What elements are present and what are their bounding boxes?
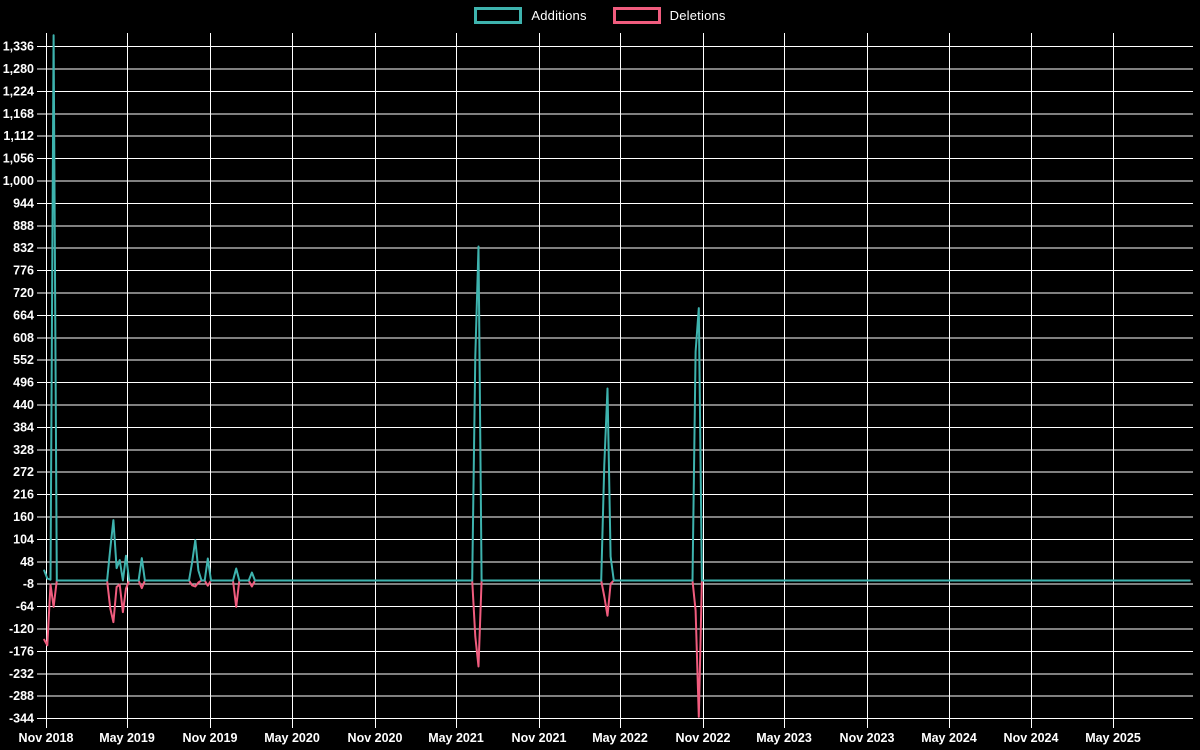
- x-axis-tick-label: May 2024: [921, 731, 977, 745]
- y-axis-tick-label: 1,112: [3, 129, 34, 143]
- y-axis-tick-label: 1,056: [3, 152, 34, 166]
- y-axis-tick-label: 216: [13, 488, 34, 502]
- y-axis-tick-label: 720: [13, 286, 34, 300]
- y-axis-tick-label: -8: [23, 577, 34, 591]
- additions-swatch-icon: [474, 7, 523, 24]
- y-axis-tick-label: -232: [9, 667, 34, 681]
- y-axis-tick-label: 496: [13, 376, 34, 390]
- y-axis-tick-label: -120: [9, 622, 34, 636]
- y-axis-tick-label: 832: [13, 241, 34, 255]
- y-axis-tick-label: 888: [13, 219, 34, 233]
- y-axis-tick-label: 104: [13, 532, 34, 546]
- x-axis-tick-label: Nov 2020: [348, 731, 403, 745]
- deletions-swatch-icon: [612, 7, 661, 24]
- y-axis-tick-label: -64: [16, 600, 34, 614]
- legend-item-additions[interactable]: Additions: [474, 7, 586, 24]
- legend-label-additions: Additions: [531, 8, 587, 23]
- y-axis-tick-label: 944: [13, 196, 34, 210]
- y-axis-tick-label: 1,168: [3, 107, 34, 121]
- legend-item-deletions[interactable]: Deletions: [612, 7, 726, 24]
- y-axis-tick-label: -288: [9, 689, 34, 703]
- x-axis-tick-label: May 2022: [592, 731, 648, 745]
- x-axis-tick-label: May 2025: [1085, 731, 1141, 745]
- y-axis-tick-label: 384: [13, 420, 34, 434]
- x-axis-tick-label: May 2021: [428, 731, 484, 745]
- x-axis-tick-label: May 2019: [99, 731, 155, 745]
- x-axis-tick-label: May 2023: [756, 731, 812, 745]
- x-axis-tick-label: May 2020: [264, 731, 320, 745]
- y-axis-tick-label: 776: [13, 264, 34, 278]
- y-axis-tick-label: 48: [20, 555, 34, 569]
- y-axis-tick-label: 664: [13, 308, 34, 322]
- y-axis-tick-label: 160: [13, 510, 34, 524]
- y-axis-tick-label: 552: [13, 353, 34, 367]
- y-axis-tick-label: 272: [13, 465, 34, 479]
- y-axis-tick-label: 328: [13, 443, 34, 457]
- y-axis-tick-label: 1,224: [3, 84, 34, 98]
- series-line-deletions: [43, 579, 1191, 718]
- y-axis-tick-label: 608: [13, 331, 34, 345]
- x-axis-tick-label: Nov 2018: [19, 731, 74, 745]
- x-axis-tick-label: Nov 2024: [1004, 731, 1059, 745]
- y-axis-tick-label: 440: [13, 398, 34, 412]
- y-axis-tick-label: -344: [9, 712, 34, 726]
- chart-legend: Additions Deletions: [0, 7, 1200, 24]
- y-axis-tick-label: 1,280: [3, 62, 34, 76]
- legend-label-deletions: Deletions: [669, 8, 726, 23]
- x-axis-tick-label: Nov 2022: [676, 731, 731, 745]
- series-line-additions: [43, 34, 1191, 582]
- x-axis-tick-label: Nov 2023: [840, 731, 895, 745]
- y-axis-tick-label: 1,336: [3, 40, 34, 54]
- x-axis-tick-label: Nov 2021: [512, 731, 567, 745]
- x-axis-tick-label: Nov 2019: [183, 731, 238, 745]
- y-axis-tick-label: -176: [9, 644, 34, 658]
- y-axis-tick-label: 1,000: [3, 174, 34, 188]
